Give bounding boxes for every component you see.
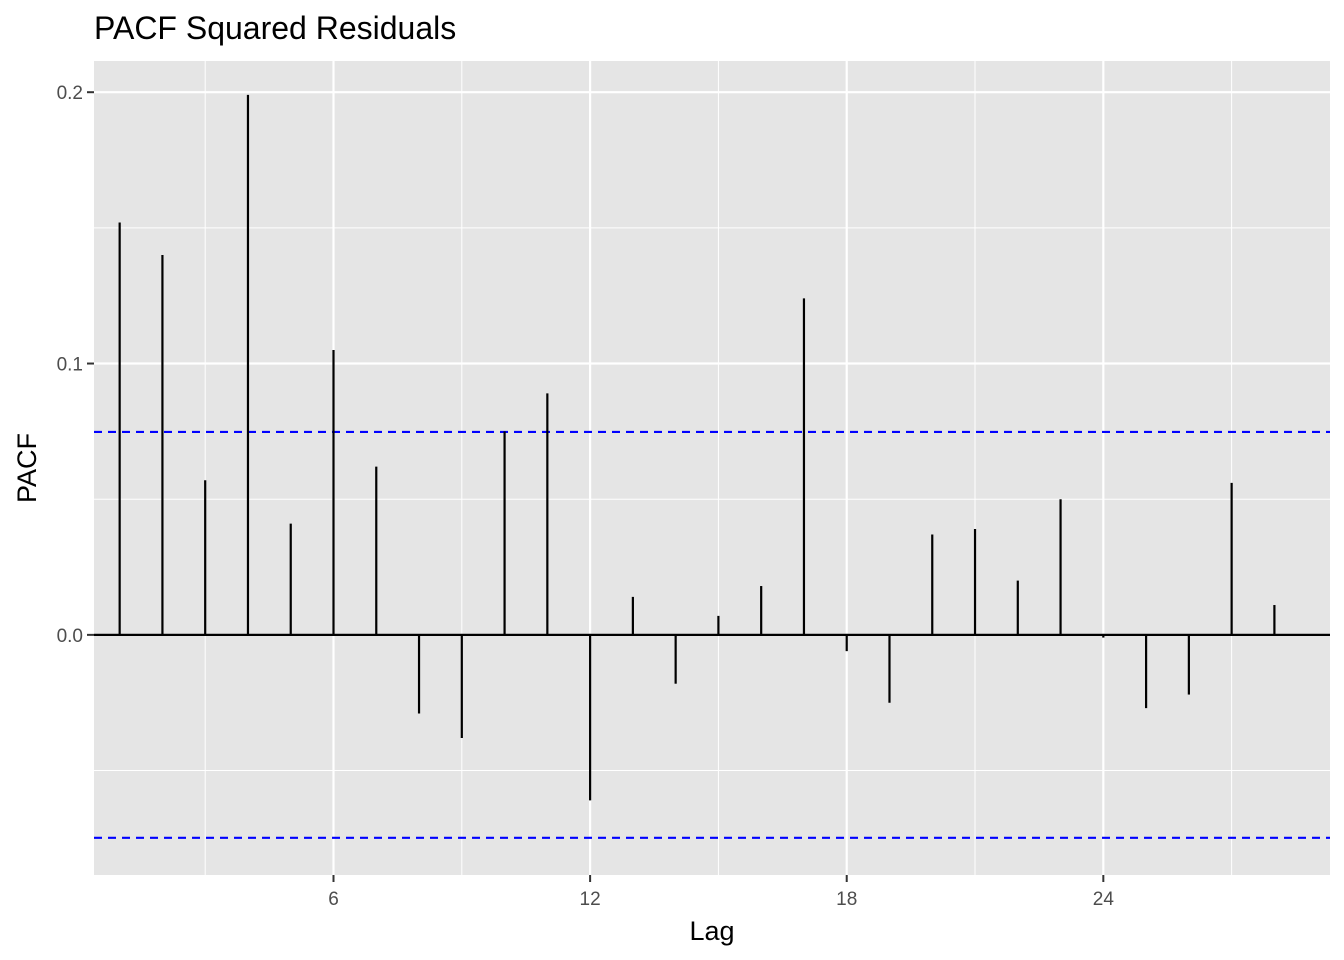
panel-background xyxy=(94,61,1330,875)
y-axis: 0.0 0.1 0.2 xyxy=(57,83,94,647)
x-tick-label: 6 xyxy=(328,889,339,910)
x-tick-label: 24 xyxy=(1093,889,1115,910)
x-tick-label: 12 xyxy=(580,889,601,910)
y-tick-label: 0.1 xyxy=(57,355,83,376)
x-axis: 6 12 18 24 xyxy=(328,875,1114,910)
minor-gridlines xyxy=(94,61,1330,875)
y-tick-label: 0.2 xyxy=(57,83,83,104)
confidence-bands xyxy=(94,430,1330,839)
chart-title: PACF Squared Residuals xyxy=(94,10,456,46)
x-axis-title: Lag xyxy=(689,916,734,946)
y-axis-title: PACF xyxy=(12,433,42,503)
pacf-bars xyxy=(118,94,1276,801)
y-tick-label: 0.0 xyxy=(57,626,83,647)
x-tick-label: 18 xyxy=(836,889,857,910)
